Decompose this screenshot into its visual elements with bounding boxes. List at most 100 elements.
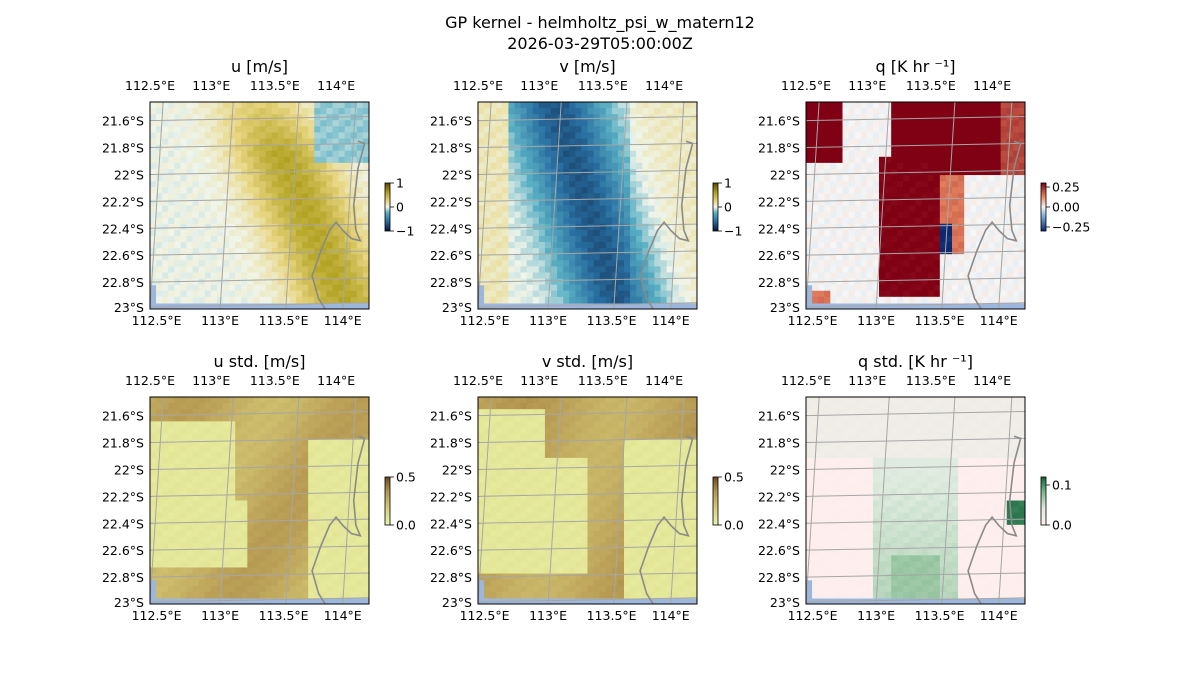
heatmap-cell: [344, 494, 352, 502]
heatmap-cell: [150, 175, 157, 182]
heatmap-cell: [168, 433, 175, 441]
heatmap-cell: [557, 150, 564, 158]
heatmap-cell: [247, 211, 255, 219]
heatmap-cell: [933, 260, 941, 267]
heatmap-cell: [356, 126, 364, 134]
heatmap-cell: [168, 561, 175, 569]
heatmap-cell: [1006, 150, 1014, 158]
heatmap-cell: [362, 144, 369, 152]
heatmap-cell: [569, 397, 576, 404]
heatmap-cell: [216, 102, 224, 109]
heatmap-cell: [520, 162, 528, 170]
heatmap-cell: [271, 403, 279, 410]
heatmap-cell: [921, 211, 929, 219]
heatmap-cell: [174, 567, 182, 575]
heatmap-cell: [241, 211, 248, 219]
heatmap-cell: [587, 260, 595, 267]
heatmap-cell: [836, 229, 844, 237]
heatmap-cell: [848, 168, 856, 176]
heatmap-cell: [587, 254, 595, 261]
heatmap-cell: [836, 272, 844, 280]
heatmap-cell: [162, 181, 169, 188]
heatmap-cell: [241, 272, 248, 280]
heatmap-cell: [593, 248, 601, 255]
heatmap-cell: [289, 162, 297, 170]
heatmap-cell: [927, 278, 935, 286]
heatmap-cell: [241, 199, 248, 207]
heatmap-cell: [575, 278, 583, 286]
heatmap-cell: [265, 439, 273, 447]
heatmap-cell: [174, 476, 182, 483]
heatmap-cell: [271, 290, 279, 298]
gridline-lon: [806, 102, 820, 309]
heatmap-cell: [326, 463, 334, 471]
heatmap-cell: [229, 457, 236, 465]
heatmap-cell: [314, 120, 321, 127]
heatmap-cell: [617, 150, 625, 158]
heatmap-cell: [806, 217, 813, 225]
heatmap-cell: [332, 524, 340, 532]
heatmap-cell: [642, 266, 649, 274]
heatmap-cell: [302, 229, 309, 237]
heatmap-cell: [150, 162, 157, 170]
heatmap-cell: [332, 278, 340, 286]
heatmap-cell: [162, 199, 169, 207]
heatmap-cell: [265, 403, 273, 410]
heatmap-cell: [478, 266, 485, 274]
heatmap-cell: [611, 150, 619, 158]
heatmap-cell: [326, 144, 334, 152]
heatmap-cell: [362, 193, 369, 201]
heatmap-cell: [247, 187, 255, 194]
heatmap-cell: [314, 260, 321, 267]
heatmap-cell: [605, 397, 613, 404]
heatmap-cell: [332, 242, 340, 249]
heatmap-cell: [903, 193, 911, 201]
heatmap-cell: [271, 120, 279, 127]
heatmap-cell: [241, 512, 248, 520]
heatmap-cell: [223, 150, 230, 158]
heatmap-cell: [216, 132, 224, 140]
heatmap-cell: [678, 242, 686, 249]
heatmap-cell: [982, 199, 990, 207]
heatmap-cell: [945, 242, 953, 249]
heatmap-cell: [277, 120, 285, 127]
heatmap-cell: [362, 512, 369, 520]
heatmap-cell: [642, 272, 649, 280]
heatmap-cell: [624, 278, 631, 286]
heatmap-cell: [320, 235, 328, 243]
heatmap-cell: [952, 205, 959, 213]
heatmap-cell: [909, 242, 917, 249]
heatmap-cell: [350, 242, 358, 249]
heatmap-cell: [308, 433, 315, 441]
heatmap-cell: [271, 199, 279, 207]
heatmap-cell: [289, 199, 297, 207]
heatmap-cell: [223, 537, 230, 544]
heatmap-cell: [265, 397, 273, 404]
heatmap-cell: [581, 229, 589, 237]
heatmap-cell: [210, 108, 218, 115]
heatmap-cell: [350, 482, 358, 489]
heatmap-cell: [988, 144, 996, 152]
heatmap-cell: [660, 254, 668, 261]
heatmap-cell: [569, 126, 576, 134]
heatmap-cell: [909, 126, 917, 134]
heatmap-cell: [247, 272, 255, 280]
heatmap-cell: [223, 138, 230, 146]
heatmap-cell: [216, 278, 224, 286]
heatmap-cell: [611, 217, 619, 225]
heatmap-cell: [204, 591, 212, 599]
heatmap-cell: [958, 296, 965, 304]
heatmap-cell: [939, 138, 947, 146]
heatmap-cell: [156, 409, 163, 416]
heatmap-cell: [502, 126, 510, 134]
heatmap-cell: [575, 181, 583, 188]
heatmap-cell: [216, 272, 224, 280]
heatmap-cell: [872, 260, 880, 267]
heatmap-cell: [344, 175, 352, 182]
heatmap-cell: [362, 463, 369, 471]
heatmap-cell: [970, 242, 977, 249]
heatmap-cell: [490, 168, 497, 176]
heatmap-cell: [174, 482, 182, 489]
heatmap-cell: [526, 144, 534, 152]
heatmap-cell: [490, 296, 497, 304]
